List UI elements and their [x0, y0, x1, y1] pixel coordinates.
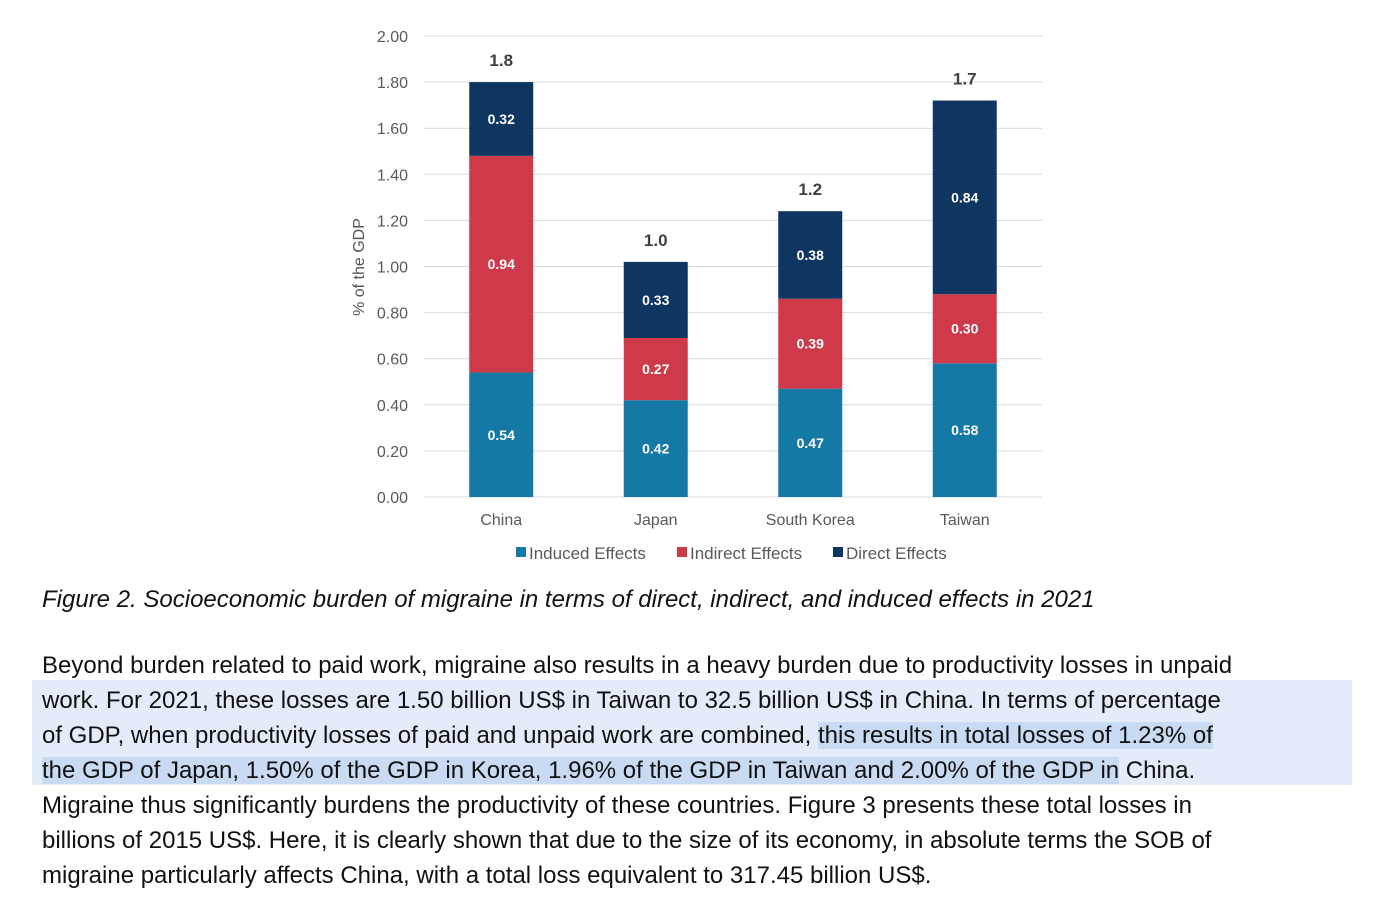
bar-value-label: 0.58 [951, 422, 978, 438]
y-tick-label: 1.60 [377, 121, 408, 138]
x-tick-label: South Korea [766, 512, 855, 529]
bar-value-label: 0.84 [951, 189, 978, 205]
bar-total-label: 1.2 [798, 180, 822, 199]
y-tick-label: 1.00 [377, 260, 408, 277]
bar-segment [932, 363, 997, 497]
legend-label: Induced Effects [529, 544, 646, 563]
paragraph-line-7: migraine particularly affects China, wit… [42, 862, 932, 889]
bar-value-label: 0.33 [642, 292, 669, 308]
y-tick-label: 0.80 [377, 306, 408, 323]
legend-swatch [516, 547, 526, 557]
legend-label: Direct Effects [846, 544, 947, 563]
bar-segment [469, 372, 534, 497]
paragraph-line-3-highlight: this results in total losses of 1.23% of [818, 722, 1213, 749]
bar-segment [778, 211, 843, 299]
bar-segment [623, 400, 688, 497]
bar-segment [469, 155, 534, 373]
bar-value-label: 0.27 [642, 361, 669, 377]
bar-segment [778, 298, 843, 389]
bar-segment [623, 337, 688, 401]
legend: Induced Effects Indirect Effects Direct Ef… [516, 544, 947, 563]
x-tick-label: China [480, 512, 522, 529]
body-paragraph: Beyond burden related to paid work, migr… [42, 648, 1372, 893]
paragraph-line-3: of GDP, when productivity losses of paid… [42, 718, 1372, 753]
bar-value-label: 0.42 [642, 441, 669, 457]
bar-value-label: 0.32 [488, 111, 515, 127]
bar-segment [932, 100, 997, 295]
paragraph-line-6: billions of 2015 US$. Here, it is clearl… [42, 827, 1212, 854]
bar-segment [932, 294, 997, 364]
bar-value-label: 0.30 [951, 321, 978, 337]
paragraph-line-4-plain: China. [1119, 757, 1196, 784]
figure-caption: Figure 2. Socioeconomic burden of migrai… [42, 586, 1095, 613]
bar-value-label: 0.39 [797, 336, 824, 352]
legend-swatch [677, 547, 687, 557]
bar-value-label: 0.38 [797, 247, 824, 263]
y-axis-label: % of the GDP [351, 218, 368, 316]
legend-swatch [833, 547, 843, 557]
bar-total-label: 1.7 [953, 70, 977, 89]
y-tick-label: 0.60 [377, 352, 408, 369]
bar-segment [623, 261, 688, 338]
stacked-bar-chart: 0.000.200.400.600.801.001.201.401.601.80… [351, 29, 1042, 563]
bar-value-label: 0.47 [797, 435, 824, 451]
bar-segment [469, 82, 534, 156]
paragraph-line-4-highlight: the GDP of Japan, 1.50% of the GDP in Ko… [42, 757, 1120, 784]
bar-segment [778, 388, 843, 497]
x-tick-label: Taiwan [940, 512, 990, 529]
paragraph-line-3-plain: of GDP, when productivity losses of paid… [42, 722, 818, 749]
x-tick-label: Japan [634, 512, 678, 529]
y-tick-label: 1.40 [377, 167, 408, 184]
legend-label: Indirect Effects [690, 544, 802, 563]
bar-value-label: 0.54 [488, 427, 515, 443]
y-tick-label: 0.20 [377, 444, 408, 461]
x-axis-labels: China Japan South Korea Taiwan [480, 512, 989, 529]
bar-total-label: 1.0 [644, 231, 668, 250]
paragraph-line-5: Migraine thus significantly burdens the … [42, 792, 1192, 819]
y-tick-label: 0.00 [377, 490, 408, 507]
y-tick-label: 1.20 [377, 213, 408, 230]
paragraph-line-4: the GDP of Japan, 1.50% of the GDP in Ko… [42, 753, 1372, 788]
y-tick-label: 0.40 [377, 398, 408, 415]
bar-total-label: 1.8 [489, 51, 513, 70]
y-axis-ticks: 0.00 0.20 0.40 0.60 0.80 1.00 1.20 1.40 1.60 1.80… [377, 29, 408, 507]
bar-value-label: 0.94 [488, 256, 515, 272]
paragraph-line-1: Beyond burden related to paid work, migr… [42, 652, 1233, 679]
bars: 0.54 0.94 0.32 1.8 0.42 0.27 0.33 1.0 0.47 0.39 0.… [469, 51, 997, 497]
y-tick-label: 2.00 [377, 29, 408, 46]
paragraph-line-2: work. For 2021, these losses are 1.50 bi… [42, 687, 1221, 714]
y-tick-label: 1.80 [377, 75, 408, 92]
